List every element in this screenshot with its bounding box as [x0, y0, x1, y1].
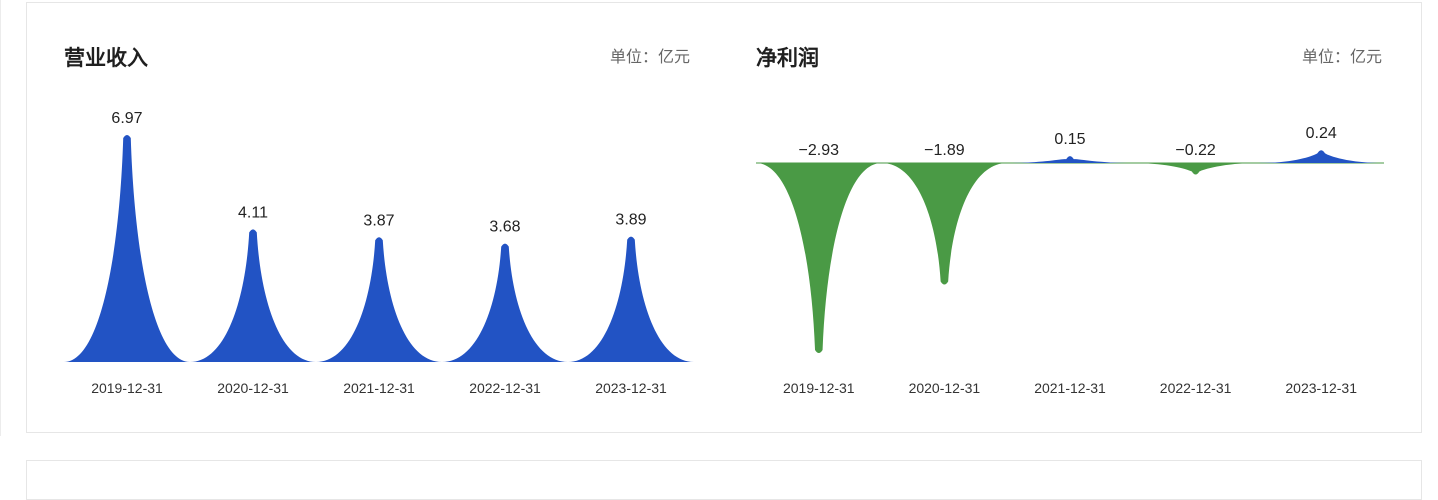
revenue-x-tick-2: 2021-12-31: [343, 380, 415, 396]
net-profit-value-label-0: −2.93: [799, 142, 840, 159]
net-profit-title: 净利润: [756, 47, 819, 70]
net-profit-peak-2[interactable]: [1007, 156, 1133, 163]
revenue-title: 营业收入: [64, 47, 148, 70]
net-profit-x-tick-1: 2020-12-31: [909, 380, 981, 396]
net-profit-peak-3[interactable]: [1132, 163, 1259, 175]
net-profit-x-tick-4: 2023-12-31: [1285, 380, 1357, 396]
net-profit-peak-1[interactable]: [881, 163, 1008, 285]
revenue-peak-2[interactable]: [316, 237, 442, 362]
net-profit-peak-4[interactable]: [1258, 150, 1384, 163]
net-profit-value-label-4: 0.24: [1306, 125, 1337, 142]
revenue-peak-4[interactable]: [568, 236, 694, 362]
revenue-unit-label: 单位：亿元: [610, 49, 691, 66]
net-profit-value-label-3: −0.22: [1175, 142, 1216, 159]
revenue-value-label-2: 3.87: [363, 212, 394, 229]
net-profit-x-tick-0: 2019-12-31: [783, 380, 855, 396]
revenue-value-label-3: 3.68: [489, 219, 520, 236]
net-profit-peak-0[interactable]: [756, 163, 882, 353]
revenue-x-tick-3: 2022-12-31: [469, 380, 541, 396]
revenue-peak-0[interactable]: [64, 135, 190, 362]
revenue-peak-3[interactable]: [442, 243, 568, 362]
revenue-x-tick-0: 2019-12-31: [91, 380, 163, 396]
net-profit-x-tick-3: 2022-12-31: [1160, 380, 1232, 396]
net-profit-value-label-1: −1.89: [924, 142, 965, 159]
revenue-value-label-1: 4.11: [238, 204, 268, 221]
revenue-x-tick-4: 2023-12-31: [595, 380, 667, 396]
revenue-value-label-0: 6.97: [111, 110, 142, 127]
revenue-x-tick-1: 2020-12-31: [217, 380, 289, 396]
net-profit-unit-label: 单位：亿元: [1302, 49, 1383, 66]
revenue-value-label-4: 3.89: [615, 212, 646, 229]
net-profit-x-tick-2: 2021-12-31: [1034, 380, 1106, 396]
revenue-peak-1[interactable]: [190, 229, 316, 362]
left-edge-divider: [0, 0, 1, 436]
net-profit-value-label-2: 0.15: [1054, 131, 1085, 148]
charts-svg: 6.97 2019-12-31 4.11 2020-12-31 3.87 2021-12-…: [64, 110, 1384, 396]
